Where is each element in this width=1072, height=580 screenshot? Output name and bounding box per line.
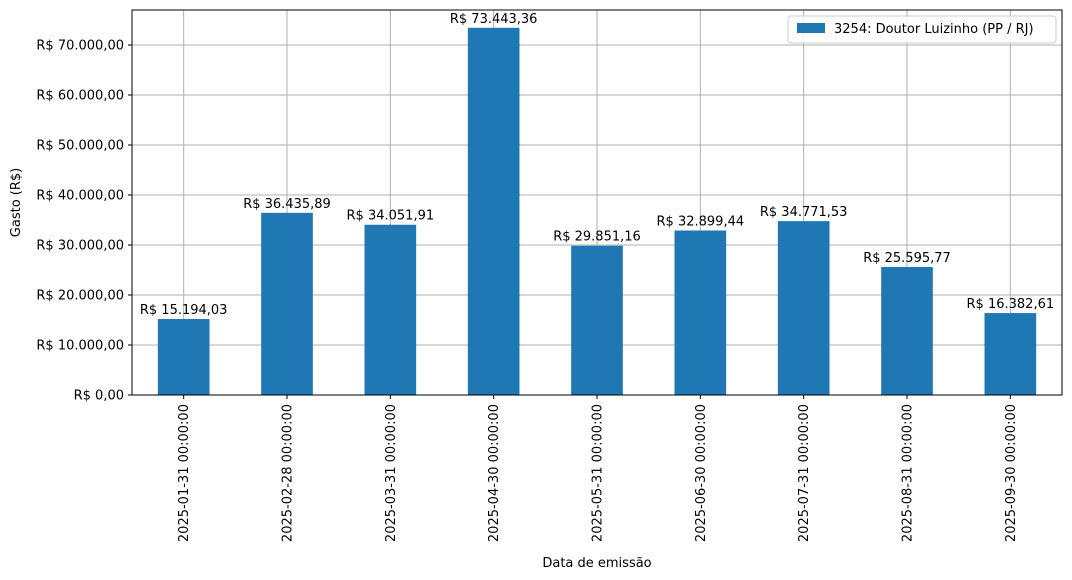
data-labels: R$ 15.194,03 R$ 36.435,89 R$ 34.051,91 R$ 7… (140, 12, 1054, 318)
bar (984, 313, 1037, 395)
x-tick-label: 2025-04-30 00:00:00 (487, 404, 502, 542)
bar-value-label: R$ 34.051,91 (347, 209, 435, 224)
bar (777, 221, 830, 395)
bar (157, 319, 210, 395)
legend: 3254: Doutor Luizinho (PP / RJ) (787, 15, 1057, 44)
y-tick-label: R$ 40.000,00 (36, 189, 124, 204)
y-tick-label: R$ 60.000,00 (36, 89, 124, 104)
x-tick-label: 2025-01-31 00:00:00 (177, 404, 192, 542)
y-tick-label: R$ 0,00 (74, 389, 124, 404)
x-tick-label: 2025-07-31 00:00:00 (797, 404, 812, 542)
x-tick-label: 2025-05-31 00:00:00 (591, 404, 606, 542)
x-tick-label: 2025-02-28 00:00:00 (281, 404, 296, 542)
y-tick-label: R$ 20.000,00 (36, 289, 124, 304)
bar (571, 245, 623, 395)
x-axis: 2025-01-31 00:00:00 2025-02-28 00:00:00 20… (177, 395, 1019, 542)
bar-value-label: R$ 73.443,36 (450, 12, 538, 27)
y-tick-label: R$ 70.000,00 (36, 39, 124, 54)
legend-swatch (797, 23, 825, 33)
bar-value-label: R$ 32.899,44 (657, 215, 745, 230)
x-tick-label: 2025-08-31 00:00:00 (901, 404, 916, 542)
bar-value-label: R$ 15.194,03 (140, 303, 228, 318)
x-tick-label: 2025-06-30 00:00:00 (694, 404, 709, 542)
bar (261, 212, 313, 395)
x-tick-label: 2025-09-30 00:00:00 (1004, 404, 1019, 542)
y-axis: R$ 0,00 R$ 10.000,00 R$ 20.000,00 R$ 30.000… (36, 39, 132, 404)
bar-value-label: R$ 16.382,61 (967, 297, 1055, 312)
legend-box (787, 15, 1057, 44)
y-axis-label: Gasto (R$) (9, 168, 24, 237)
bars (157, 27, 1037, 395)
y-tick-label: R$ 30.000,00 (36, 239, 124, 254)
bar (467, 27, 520, 395)
bar-value-label: R$ 34.771,53 (760, 205, 848, 220)
y-tick-label: R$ 10.000,00 (36, 339, 124, 354)
bar-value-label: R$ 29.851,16 (553, 230, 641, 245)
bar-value-label: R$ 36.435,89 (243, 197, 331, 212)
x-tick-label: 2025-03-31 00:00:00 (384, 404, 399, 542)
x-axis-label: Data de emissão (542, 556, 651, 571)
bar (881, 267, 933, 395)
bar (364, 224, 417, 395)
y-tick-label: R$ 50.000,00 (36, 139, 124, 154)
bar-value-label: R$ 25.595,77 (863, 251, 951, 266)
bar (674, 230, 727, 395)
legend-entry: 3254: Doutor Luizinho (PP / RJ) (834, 22, 1034, 37)
